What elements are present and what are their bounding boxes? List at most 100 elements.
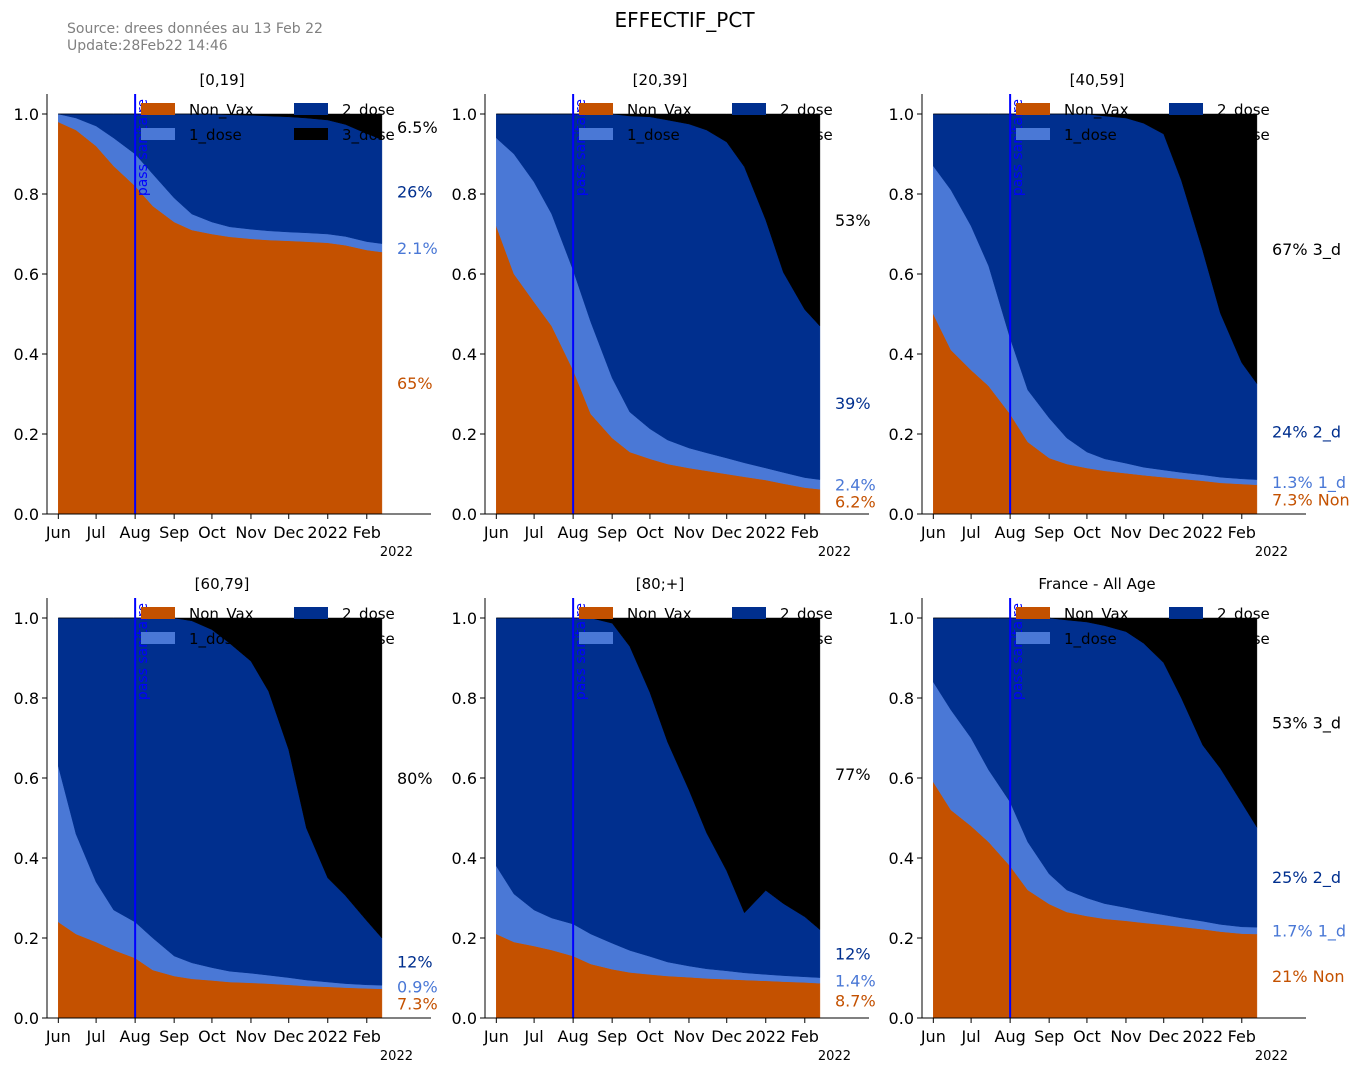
legend-label: 3_dose	[780, 126, 833, 145]
subplot-title: [80;+]	[636, 575, 684, 593]
y-tick-label: 0.4	[452, 849, 477, 868]
x-tick-label: Sep	[597, 1027, 627, 1046]
legend-label: 1_dose	[1064, 630, 1117, 649]
legend-label: 3_dose	[1217, 126, 1270, 145]
x-tick-label: Jul	[85, 1027, 105, 1046]
legend-swatch-1-dose	[1016, 632, 1050, 644]
y-tick-label: 0.6	[452, 265, 477, 284]
x-tick-label: Nov	[673, 1027, 704, 1046]
end-value-label: 2.4%	[835, 475, 876, 494]
pass-sanitaire-label: pass sanitaire	[573, 99, 589, 196]
legend-label: 2_dose	[1217, 101, 1270, 120]
legend-label: 2_dose	[342, 101, 395, 120]
x-axis-year-label: 2022	[380, 1049, 413, 1064]
y-tick-label: 0.2	[14, 425, 39, 444]
legend-swatch-non-vax	[579, 103, 613, 115]
y-tick-label: 1.0	[889, 105, 914, 124]
y-tick-label: 0.0	[452, 1009, 477, 1028]
x-tick-label: Nov	[1110, 523, 1141, 542]
legend-swatch-2-dose	[732, 607, 766, 619]
end-value-label: 7.3%	[397, 994, 438, 1013]
end-value-label: 39%	[835, 394, 871, 413]
legend-label: 3_dose	[780, 630, 833, 649]
end-value-label: 2.1%	[397, 239, 438, 258]
legend-label: Non_Vax	[189, 101, 254, 120]
update-note: Update:28Feb22 14:46	[67, 38, 228, 54]
y-tick-label: 0.0	[889, 505, 914, 524]
legend-swatch-2-dose	[294, 607, 328, 619]
end-value-label: 80%	[397, 769, 433, 788]
subplot-title: [20,39]	[633, 71, 688, 89]
legend-swatch-3-dose	[294, 128, 328, 140]
x-tick-label: Oct	[636, 1027, 664, 1046]
legend-swatch-3-dose	[732, 632, 766, 644]
subplot-title: France - All Age	[1038, 575, 1155, 593]
x-tick-label: 2022	[745, 1027, 786, 1046]
y-tick-label: 0.8	[14, 185, 39, 204]
x-tick-label: Jun	[483, 1027, 509, 1046]
legend-swatch-1-dose	[1016, 128, 1050, 140]
y-tick-label: 0.0	[452, 505, 477, 524]
y-tick-label: 0.4	[452, 345, 477, 364]
x-tick-label: Feb	[1228, 523, 1256, 542]
legend-swatch-2-dose	[1169, 103, 1203, 115]
legend-label: 3_dose	[342, 126, 395, 145]
legend-swatch-1-dose	[141, 632, 175, 644]
x-tick-label: Nov	[235, 1027, 266, 1046]
end-value-label: 65%	[397, 374, 433, 393]
subplot-6: pass sanitaire Non_Vax 1_dose 2_dose 3_dose 0…	[889, 575, 1347, 1064]
end-value-label: 53% 3_d	[1272, 714, 1341, 734]
x-tick-label: Nov	[1110, 1027, 1141, 1046]
x-axis-year-label: 2022	[1255, 1049, 1288, 1064]
legend-swatch-3-dose	[1169, 128, 1203, 140]
legend-swatch-2-dose	[732, 103, 766, 115]
y-tick-label: 0.8	[14, 689, 39, 708]
x-tick-label: 2022	[307, 523, 348, 542]
legend-swatch-3-dose	[732, 128, 766, 140]
legend-label: 3_dose	[342, 630, 395, 649]
subplot-title: [60,79]	[195, 575, 250, 593]
x-tick-label: Jul	[523, 523, 543, 542]
x-tick-label: Dec	[1148, 1027, 1179, 1046]
end-value-label: 7.3% Non	[1272, 490, 1350, 509]
end-value-label: 67% 3_d	[1272, 240, 1341, 260]
end-value-label: 6.5%	[397, 118, 438, 137]
x-axis-year-label: 2022	[818, 545, 851, 560]
x-tick-label: Jun	[920, 523, 946, 542]
legend-label: 2_dose	[342, 605, 395, 624]
x-tick-label: 2022	[1182, 523, 1223, 542]
legend-swatch-3-dose	[1169, 632, 1203, 644]
x-tick-label: Aug	[120, 523, 151, 542]
legend-label: 1_dose	[627, 630, 680, 649]
x-tick-label: 2022	[1182, 1027, 1223, 1046]
y-tick-label: 0.4	[889, 849, 914, 868]
end-value-label: 25% 2_d	[1272, 868, 1341, 888]
legend-swatch-1-dose	[579, 632, 613, 644]
y-tick-label: 0.8	[889, 185, 914, 204]
y-tick-label: 0.2	[889, 425, 914, 444]
x-tick-label: Aug	[995, 1027, 1026, 1046]
y-tick-label: 0.0	[889, 1009, 914, 1028]
y-tick-label: 1.0	[452, 609, 477, 628]
x-tick-label: Oct	[198, 523, 226, 542]
y-tick-label: 0.2	[452, 425, 477, 444]
legend-swatch-1-dose	[141, 128, 175, 140]
subplot-5: pass sanitaire Non_Vax 1_dose 2_dose 3_dose 0…	[452, 575, 876, 1064]
x-tick-label: Oct	[1073, 1027, 1101, 1046]
x-tick-label: Feb	[1228, 1027, 1256, 1046]
legend-swatch-2-dose	[294, 103, 328, 115]
x-tick-label: Jun	[483, 523, 509, 542]
y-tick-label: 1.0	[452, 105, 477, 124]
legend-label: 3_dose	[1217, 630, 1270, 649]
chart-title: EFFECTIF_PCT	[614, 8, 755, 32]
legend-swatch-non-vax	[579, 607, 613, 619]
x-tick-label: 2022	[307, 1027, 348, 1046]
x-tick-label: Oct	[198, 1027, 226, 1046]
legend-label: Non_Vax	[1064, 605, 1129, 624]
x-tick-label: Jul	[85, 523, 105, 542]
y-tick-label: 0.2	[452, 929, 477, 948]
y-tick-label: 0.4	[14, 345, 39, 364]
x-tick-label: Oct	[1073, 523, 1101, 542]
x-tick-label: Jun	[920, 1027, 946, 1046]
